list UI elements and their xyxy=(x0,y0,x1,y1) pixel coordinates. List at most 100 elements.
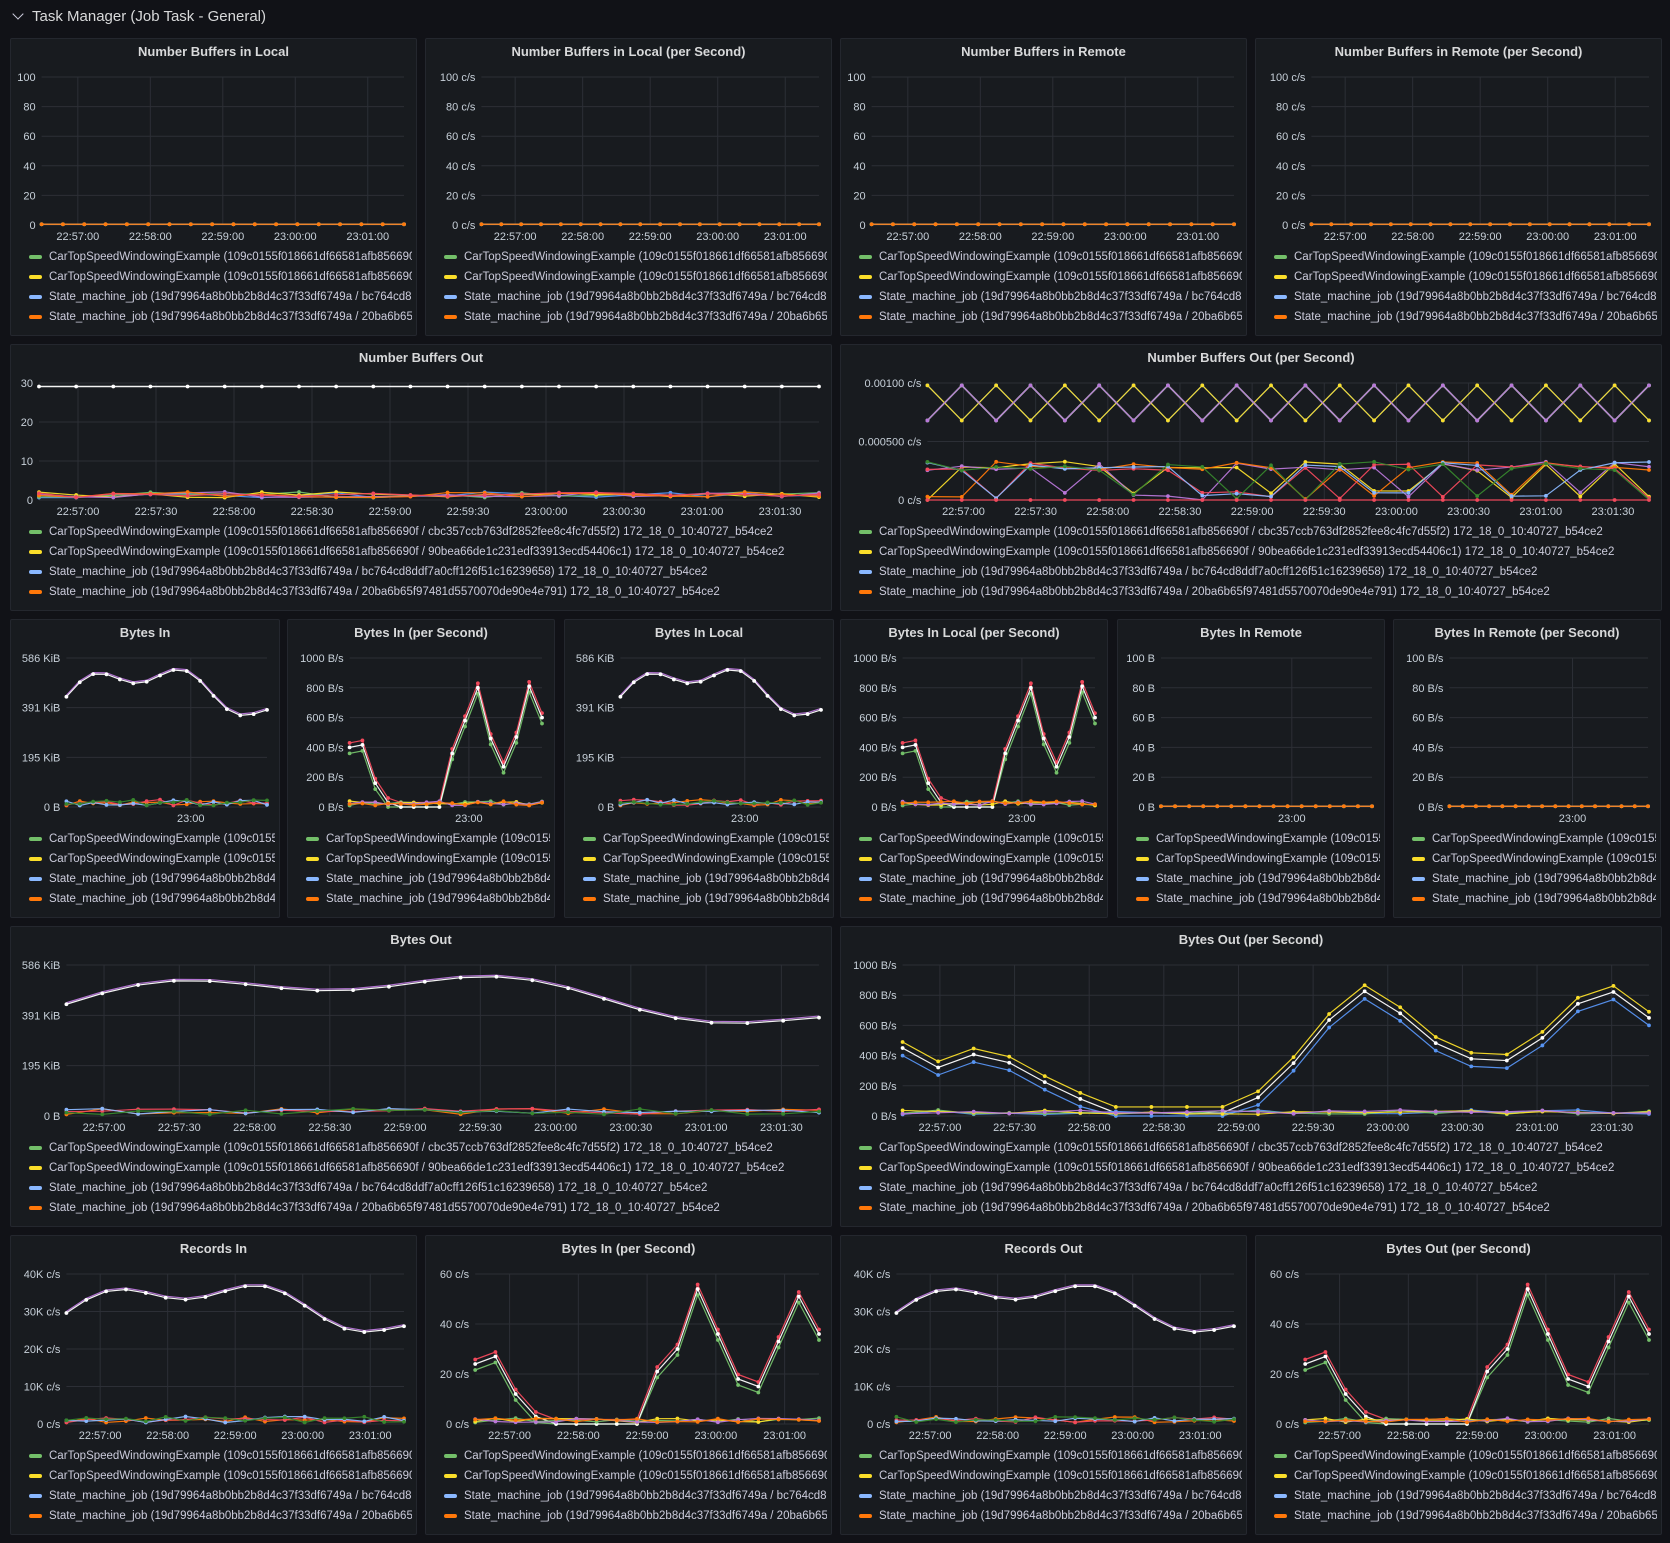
panel-title[interactable]: Bytes In Local (per Second) xyxy=(888,625,1060,640)
legend-item[interactable]: State_machine_job (19d79964a8b0bb2b8d4c3… xyxy=(29,582,827,602)
legend-item[interactable]: CarTopSpeedWindowingExample (109c0155f01… xyxy=(29,522,827,542)
legend-item[interactable]: State_machine_job (19d79964a8b0bb2b8d4 xyxy=(306,889,550,909)
chart-svg[interactable]: 0 B 20 B 40 B 60 B 80 B 100 B 23:00 xyxy=(1118,620,1385,825)
panel-p8[interactable]: Bytes In (per Second) 0 B/s 200 B/s 400 B/s… xyxy=(287,619,555,918)
legend-item[interactable]: CarTopSpeedWindowingExample (109c0155f01… xyxy=(1274,267,1657,287)
panel-title[interactable]: Number Buffers in Local xyxy=(138,44,289,59)
legend-item[interactable]: State_machine_job (19d79964a8b0bb2b8d4 xyxy=(1136,889,1380,909)
legend-item[interactable]: CarTopSpeedWindowingExample (109c0155f01… xyxy=(444,247,827,267)
legend-item[interactable]: State_machine_job (19d79964a8b0bb2b8d4 xyxy=(859,869,1103,889)
panel-p12[interactable]: Bytes In Remote (per Second) 0 B/s 20 B/s 4… xyxy=(1393,619,1661,918)
panel-title[interactable]: Bytes Out xyxy=(390,932,452,947)
chart-svg[interactable]: 0 c/s 0.000500 c/s 0.00100 c/s 22:57:00 22:5… xyxy=(841,345,1662,518)
legend-item[interactable]: CarTopSpeedWindowingExample (109c0155 xyxy=(1412,829,1656,849)
panel-title[interactable]: Bytes In xyxy=(119,625,171,640)
legend-item[interactable]: State_machine_job (19d79964a8b0bb2b8d4c3… xyxy=(1274,1486,1657,1506)
legend-item[interactable]: CarTopSpeedWindowingExample (109c0155f01… xyxy=(29,1158,827,1178)
chart-svg[interactable]: 0 c/s 20 c/s 40 c/s 60 c/s 80 c/s 100 c/s 22:5… xyxy=(1256,39,1662,243)
legend-item[interactable]: CarTopSpeedWindowingExample (109c0155f01… xyxy=(859,542,1657,562)
legend-item[interactable]: State_machine_job (19d79964a8b0bb2b8d4c3… xyxy=(859,307,1242,327)
panel-title[interactable]: Bytes In Remote xyxy=(1200,625,1302,640)
legend-item[interactable]: CarTopSpeedWindowingExample (109c0155f01… xyxy=(444,267,827,287)
legend-item[interactable]: CarTopSpeedWindowingExample (109c0155 xyxy=(1412,849,1656,869)
panel-p2[interactable]: Number Buffers in Local (per Second) 0 c/… xyxy=(425,38,832,336)
legend-item[interactable]: CarTopSpeedWindowingExample (109c0155 xyxy=(583,849,829,869)
panel-p17[interactable]: Records Out 0 c/s 10K c/s 20K c/s 30K c/s 40K… xyxy=(840,1235,1247,1535)
legend-item[interactable]: CarTopSpeedWindowingExample (109c0155f01… xyxy=(29,542,827,562)
legend-item[interactable]: State_machine_job (19d79964a8b0bb2b8d4c3… xyxy=(859,1506,1242,1526)
panel-title[interactable]: Bytes In (per Second) xyxy=(561,1241,696,1256)
chart-svg[interactable]: 0 B 195 KiB 391 KiB 586 KiB 23:00 xyxy=(11,620,280,825)
legend-item[interactable]: State_machine_job (19d79964a8b0bb2b8d4c3… xyxy=(29,562,827,582)
legend-item[interactable]: State_machine_job (19d79964a8b0bb2b8d4c3… xyxy=(444,1486,827,1506)
panel-p1[interactable]: Number Buffers in Local 0 20 40 60 80 100 22:57… xyxy=(10,38,417,336)
chart-svg[interactable]: 0 c/s 20 c/s 40 c/s 60 c/s 80 c/s 100 c/s 22:5… xyxy=(426,39,832,243)
legend-item[interactable]: State_machine_job (19d79964a8b0bb2b8d4c3… xyxy=(859,582,1657,602)
legend-item[interactable]: State_machine_job (19d79964a8b0bb2b8d4 xyxy=(583,869,829,889)
panel-title[interactable]: Bytes Out (per Second) xyxy=(1386,1241,1531,1256)
chart-svg[interactable]: 0 c/s 10K c/s 20K c/s 30K c/s 40K c/s 22:57:0… xyxy=(11,1236,417,1442)
legend-item[interactable]: CarTopSpeedWindowingExample (109c0155f01… xyxy=(29,247,412,267)
legend-item[interactable]: CarTopSpeedWindowingExample (109c0155f01… xyxy=(859,1138,1657,1158)
legend-item[interactable]: CarTopSpeedWindowingExample (109c0155 xyxy=(859,849,1103,869)
legend-item[interactable]: State_machine_job (19d79964a8b0bb2b8d4 xyxy=(583,889,829,909)
legend-item[interactable]: State_machine_job (19d79964a8b0bb2b8d4c3… xyxy=(1274,307,1657,327)
legend-item[interactable]: State_machine_job (19d79964a8b0bb2b8d4c3… xyxy=(29,1178,827,1198)
legend-item[interactable]: CarTopSpeedWindowingExample (109c0155 xyxy=(859,829,1103,849)
panel-p7[interactable]: Bytes In 0 B 195 KiB 391 KiB 586 KiB 23:00 Car… xyxy=(10,619,280,918)
chart-svg[interactable]: 0 20 40 60 80 100 22:57:00 22:58:00 22:59:00 23:0… xyxy=(11,39,417,243)
chart-svg[interactable]: 0 B 195 KiB 391 KiB 586 KiB 22:57:00 22:57:30… xyxy=(11,927,832,1134)
panel-p10[interactable]: Bytes In Local (per Second) 0 B/s 200 B/s 4… xyxy=(840,619,1108,918)
chart-svg[interactable]: 0 20 40 60 80 100 22:57:00 22:58:00 22:59:00 23:0… xyxy=(841,39,1247,243)
legend-item[interactable]: CarTopSpeedWindowingExample (109c0155 xyxy=(29,849,275,869)
panel-p9[interactable]: Bytes In Local 0 B 195 KiB 391 KiB 586 KiB 23… xyxy=(564,619,834,918)
panel-p4[interactable]: Number Buffers in Remote (per Second) 0 c… xyxy=(1255,38,1662,336)
legend-item[interactable]: CarTopSpeedWindowingExample (109c0155f01… xyxy=(859,267,1242,287)
legend-item[interactable]: CarTopSpeedWindowingExample (109c0155 xyxy=(1136,849,1380,869)
panel-p3[interactable]: Number Buffers in Remote 0 20 40 60 80 100 22:5… xyxy=(840,38,1247,336)
chart-svg[interactable]: 0 c/s 20 c/s 40 c/s 60 c/s 22:57:00 22:58:00 2… xyxy=(426,1236,832,1442)
panel-title[interactable]: Number Buffers Out (per Second) xyxy=(1147,350,1355,365)
chart-svg[interactable]: 0 c/s 20 c/s 40 c/s 60 c/s 22:57:00 22:58:00 2… xyxy=(1256,1236,1662,1442)
legend-item[interactable]: CarTopSpeedWindowingExample (109c0155 xyxy=(306,829,550,849)
legend-item[interactable]: State_machine_job (19d79964a8b0bb2b8d4c3… xyxy=(29,287,412,307)
panel-p15[interactable]: Records In 0 c/s 10K c/s 20K c/s 30K c/s 40K … xyxy=(10,1235,417,1535)
row-header[interactable]: Task Manager (Job Task - General) xyxy=(10,4,266,28)
chart-svg[interactable]: 0 B 195 KiB 391 KiB 586 KiB 23:00 xyxy=(565,620,834,825)
legend-item[interactable]: CarTopSpeedWindowingExample (109c0155 xyxy=(29,829,275,849)
legend-item[interactable]: CarTopSpeedWindowingExample (109c0155f01… xyxy=(859,247,1242,267)
legend-item[interactable]: CarTopSpeedWindowingExample (109c0155f01… xyxy=(859,1158,1657,1178)
panel-title[interactable]: Records In xyxy=(179,1241,248,1256)
legend-item[interactable]: State_machine_job (19d79964a8b0bb2b8d4 xyxy=(29,889,275,909)
legend-item[interactable]: CarTopSpeedWindowingExample (109c0155 xyxy=(583,829,829,849)
legend-item[interactable]: CarTopSpeedWindowingExample (109c0155 xyxy=(1136,829,1380,849)
panel-title[interactable]: Number Buffers in Local (per Second) xyxy=(511,44,746,59)
legend-item[interactable]: State_machine_job (19d79964a8b0bb2b8d4c3… xyxy=(29,1506,412,1526)
legend-item[interactable]: State_machine_job (19d79964a8b0bb2b8d4c3… xyxy=(859,287,1242,307)
panel-p16[interactable]: Bytes In (per Second) 0 c/s 20 c/s 40 c/s 60… xyxy=(425,1235,832,1535)
panel-p18[interactable]: Bytes Out (per Second) 0 c/s 20 c/s 40 c/s 6… xyxy=(1255,1235,1662,1535)
panel-p14[interactable]: Bytes Out (per Second) 0 B/s 200 B/s 400 B/… xyxy=(840,926,1662,1227)
panel-p13[interactable]: Bytes Out 0 B 195 KiB 391 KiB 586 KiB 22:57:0… xyxy=(10,926,832,1227)
panel-title[interactable]: Number Buffers in Remote xyxy=(961,44,1126,59)
panel-p11[interactable]: Bytes In Remote 0 B 20 B 40 B 60 B 80 B 100 B 2… xyxy=(1117,619,1385,918)
panel-p5[interactable]: Number Buffers Out 0 10 20 30 22:57:00 22:57:3… xyxy=(10,344,832,611)
chart-svg[interactable]: 0 B/s 200 B/s 400 B/s 600 B/s 800 B/s 1000 B/… xyxy=(841,927,1662,1134)
legend-item[interactable]: State_machine_job (19d79964a8b0bb2b8d4 xyxy=(29,869,275,889)
panel-title[interactable]: Number Buffers in Remote (per Second) xyxy=(1334,44,1583,59)
legend-item[interactable]: State_machine_job (19d79964a8b0bb2b8d4 xyxy=(306,869,550,889)
panel-title[interactable]: Number Buffers Out xyxy=(358,350,484,365)
legend-item[interactable]: CarTopSpeedWindowingExample (109c0155f01… xyxy=(859,522,1657,542)
panel-title[interactable]: Bytes Out (per Second) xyxy=(1178,932,1324,947)
legend-item[interactable]: State_machine_job (19d79964a8b0bb2b8d4c3… xyxy=(444,1506,827,1526)
legend-item[interactable]: CarTopSpeedWindowingExample (109c0155f01… xyxy=(29,1138,827,1158)
legend-item[interactable]: State_machine_job (19d79964a8b0bb2b8d4c3… xyxy=(29,307,412,327)
legend-item[interactable]: State_machine_job (19d79964a8b0bb2b8d4c3… xyxy=(1274,287,1657,307)
panel-title[interactable]: Bytes In (per Second) xyxy=(354,625,488,640)
legend-item[interactable]: CarTopSpeedWindowingExample (109c0155f01… xyxy=(1274,1446,1657,1466)
legend-item[interactable]: State_machine_job (19d79964a8b0bb2b8d4c3… xyxy=(444,307,827,327)
legend-item[interactable]: CarTopSpeedWindowingExample (109c0155f01… xyxy=(444,1446,827,1466)
legend-item[interactable]: CarTopSpeedWindowingExample (109c0155 xyxy=(306,849,550,869)
chart-svg[interactable]: 0 10 20 30 22:57:00 22:57:30 22:58:00 22:58:30 2… xyxy=(11,345,832,518)
legend-item[interactable]: State_machine_job (19d79964a8b0bb2b8d4c3… xyxy=(859,1178,1657,1198)
